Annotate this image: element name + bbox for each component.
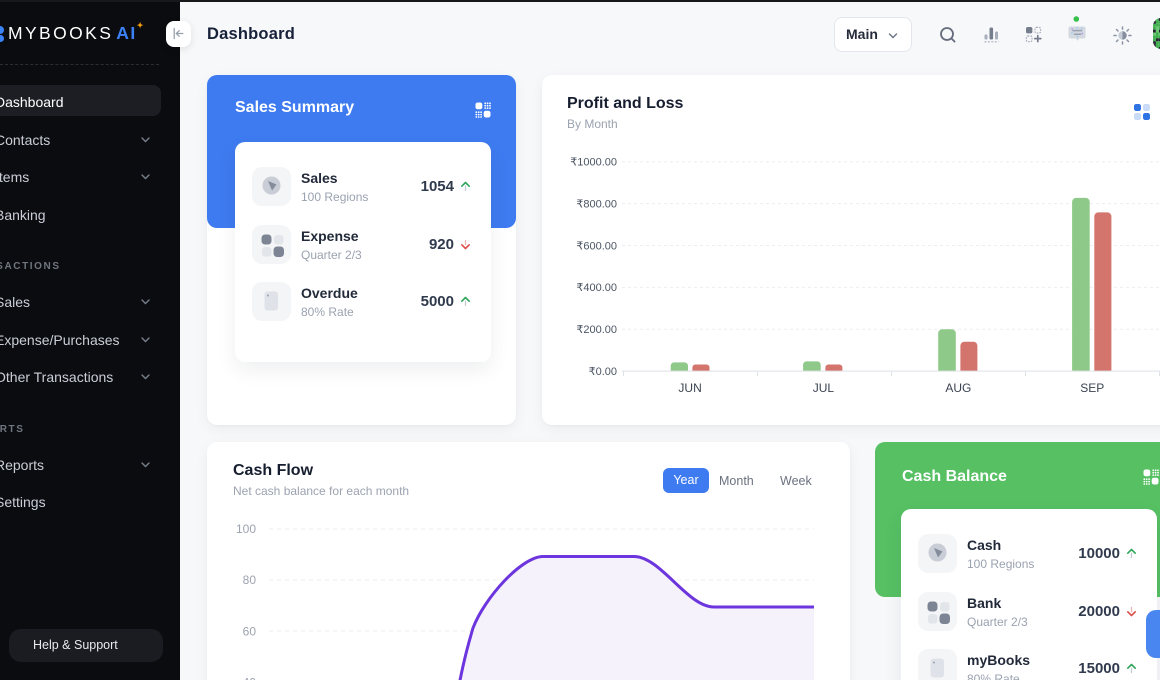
svg-text:JUL: JUL [813, 381, 835, 395]
svg-text:₹0.00: ₹0.00 [589, 366, 617, 378]
svg-text:₹400.00: ₹400.00 [576, 282, 617, 294]
svg-text:100: 100 [236, 522, 256, 536]
svg-text:40: 40 [243, 675, 257, 680]
svg-text:AUG: AUG [945, 381, 971, 395]
svg-text:₹600.00: ₹600.00 [576, 240, 617, 252]
svg-text:₹800.00: ₹800.00 [576, 198, 617, 210]
svg-text:60: 60 [243, 624, 257, 638]
svg-text:JUN: JUN [678, 381, 701, 395]
svg-text:SEP: SEP [1080, 381, 1104, 395]
svg-text:₹1000.00: ₹1000.00 [570, 157, 617, 169]
svg-text:80: 80 [243, 573, 257, 587]
svg-text:₹200.00: ₹200.00 [576, 324, 617, 336]
